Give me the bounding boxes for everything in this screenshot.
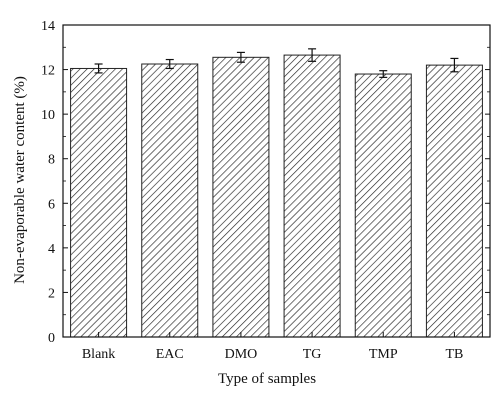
y-tick-label-6: 6 bbox=[48, 197, 55, 212]
y-tick-label-0: 0 bbox=[48, 331, 55, 346]
y-tick-label-12: 12 bbox=[41, 64, 55, 79]
y-axis-title: Non-evaporable water content (%) bbox=[12, 76, 28, 284]
bar-eac bbox=[141, 63, 199, 338]
bar-blank bbox=[70, 67, 128, 338]
y-tick-label-2: 2 bbox=[48, 286, 55, 301]
x-tick-label-tg: TG bbox=[303, 347, 322, 362]
bar-tmp bbox=[354, 73, 412, 338]
x-tick-label-blank: Blank bbox=[82, 347, 115, 362]
x-tick-label-dmo: DMO bbox=[225, 347, 258, 362]
x-tick-label-eac: EAC bbox=[156, 347, 184, 362]
bar-tg bbox=[283, 54, 341, 338]
bar-dmo bbox=[212, 56, 270, 338]
x-axis-title: Type of samples bbox=[218, 371, 316, 387]
y-tick-label-10: 10 bbox=[41, 108, 55, 123]
y-tick-label-4: 4 bbox=[48, 242, 55, 257]
bar-tb bbox=[425, 64, 483, 338]
plot-frame bbox=[62, 24, 491, 338]
y-tick-label-8: 8 bbox=[48, 153, 55, 168]
x-tick-label-tb: TB bbox=[445, 347, 463, 362]
x-tick-label-tmp: TMP bbox=[369, 347, 398, 362]
y-tick-label-14: 14 bbox=[41, 19, 55, 34]
